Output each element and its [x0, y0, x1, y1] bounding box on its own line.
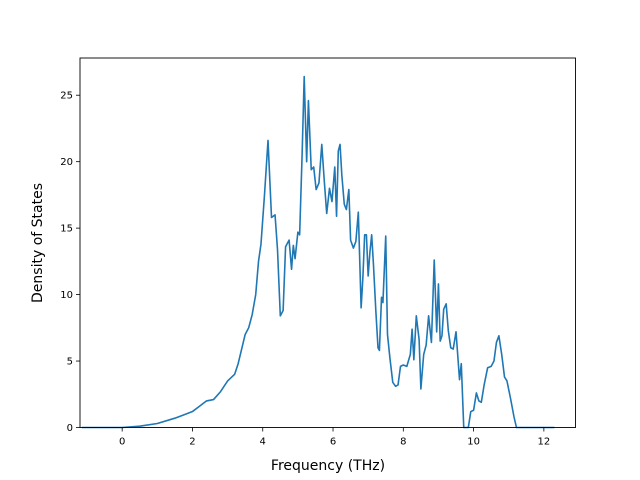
x-tick-label: 8: [400, 437, 406, 448]
axes-frame: [79, 57, 576, 428]
x-tick-label: 10: [467, 437, 480, 448]
y-axis-ticks: 0 5 10 15 20 25: [60, 91, 80, 434]
y-tick-label: 0: [67, 423, 73, 434]
x-tick-label: 6: [330, 437, 336, 448]
y-tick-label: 15: [60, 224, 73, 235]
x-tick-label: 4: [260, 437, 266, 448]
y-tick-label: 5: [67, 357, 73, 368]
x-tick-label: 2: [189, 437, 195, 448]
x-axis-label: Frequency (THz): [271, 458, 385, 474]
y-tick-label: 25: [60, 91, 73, 102]
x-tick-label: 0: [119, 437, 125, 448]
y-tick-label: 20: [60, 157, 73, 168]
y-tick-label: 10: [60, 290, 73, 301]
x-tick-label: 12: [538, 437, 551, 448]
y-axis-label: Density of States: [30, 183, 46, 303]
x-axis-ticks: 0 2 4 6 8 10 12: [119, 427, 551, 448]
